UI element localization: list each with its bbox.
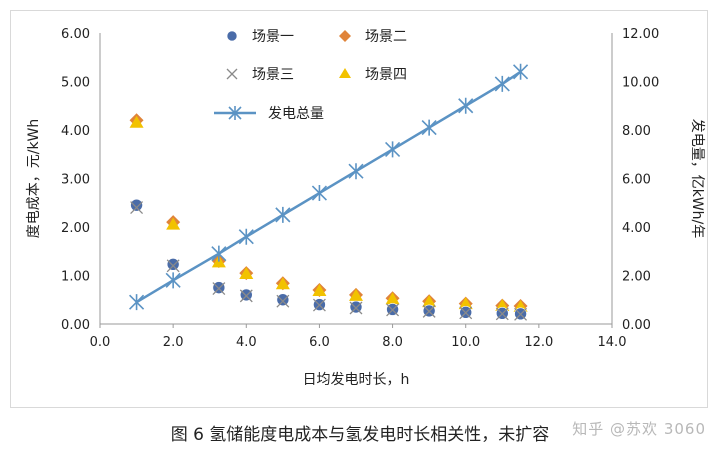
data-point-circle	[212, 281, 226, 294]
data-point-triangle	[349, 288, 363, 301]
data-point-triangle	[495, 299, 510, 312]
legend-marker	[228, 106, 242, 120]
y-tick-label: 4.00	[61, 124, 90, 139]
data-point-star-line	[494, 75, 510, 92]
chart-frame	[10, 10, 708, 408]
x-tick-label: 0.0	[90, 335, 111, 350]
data-point-triangle	[458, 297, 473, 310]
data-point-circle	[276, 293, 290, 307]
data-point-circle	[349, 300, 363, 314]
legend-marker	[339, 30, 351, 42]
y2-axis-title: 发电量，亿kWh/年	[689, 119, 705, 239]
y-tick-label: 5.00	[61, 76, 90, 91]
y-tick-label: 2.00	[61, 221, 90, 236]
x-tick-label: 10.0	[451, 335, 480, 350]
y2-tick-label: 2.00	[622, 270, 651, 285]
data-point-x	[239, 289, 253, 303]
data-point-star-line	[211, 245, 227, 262]
data-point-star-line	[458, 97, 474, 114]
x-tick-label: 4.0	[236, 335, 257, 350]
watermark: 知乎 @苏欢 3060	[572, 420, 706, 438]
y-tick-label: 6.00	[61, 27, 90, 42]
x-tick-label: 2.0	[163, 335, 184, 350]
data-point-x	[349, 301, 363, 315]
legend-label: 场景三	[252, 67, 294, 83]
data-point-triangle	[422, 295, 437, 308]
x-tick-label: 14.0	[598, 335, 627, 350]
data-point-star-line	[165, 272, 181, 289]
data-point-star-line	[513, 63, 529, 80]
data-point-x	[212, 282, 226, 296]
x-tick-label: 8.0	[382, 335, 403, 350]
data-point-star-line	[129, 294, 145, 311]
data-point-star-line	[238, 228, 254, 245]
data-point-star-line	[421, 119, 437, 136]
data-point-x	[386, 303, 400, 317]
x-tick-label: 6.0	[309, 335, 330, 350]
y2-tick-label: 8.00	[622, 124, 651, 139]
figure-caption: 图 6 氢储能度电成本与氢发电时长相关性，未扩容	[170, 425, 550, 445]
y2-tick-label: 10.00	[622, 76, 659, 91]
legend-label: 场景一	[252, 29, 294, 45]
data-point-circle	[130, 198, 143, 212]
data-point-circle	[166, 258, 180, 271]
data-point-x	[166, 259, 180, 273]
legend-label: 发电总量	[268, 106, 324, 122]
y-tick-label: 0.00	[61, 318, 90, 333]
data-point-x	[130, 201, 144, 215]
x-tick-label: 12.0	[524, 335, 553, 350]
legend-marker	[226, 30, 238, 42]
legend-label: 场景二	[365, 29, 407, 45]
data-point-x	[276, 294, 290, 308]
y-axis-title: 度电成本，元/kWh	[26, 119, 42, 239]
series-line-total	[135, 70, 522, 304]
data-point-circle	[239, 288, 253, 302]
data-point-x	[422, 304, 436, 318]
y2-tick-label: 12.00	[622, 27, 659, 42]
data-point-triangle	[239, 267, 254, 280]
data-point-star-line	[311, 185, 327, 202]
y2-tick-label: 4.00	[622, 221, 651, 236]
data-point-star-line	[385, 141, 401, 158]
y2-tick-label: 0.00	[622, 318, 651, 333]
data-point-star-line	[348, 163, 364, 180]
data-point-x	[312, 298, 326, 312]
data-point-triangle	[166, 217, 181, 230]
x-axis-title: 日均发电时长，h	[303, 372, 410, 388]
data-point-triangle	[129, 115, 144, 128]
y-tick-label: 1.00	[61, 270, 90, 285]
data-point-star-line	[275, 206, 291, 223]
legend-marker	[339, 68, 351, 78]
y2-tick-label: 6.00	[622, 173, 651, 188]
legend-marker	[226, 68, 238, 80]
data-point-x	[459, 306, 473, 320]
data-point-triangle	[385, 292, 400, 305]
data-point-triangle	[312, 284, 327, 297]
data-point-x	[495, 307, 509, 321]
y-tick-label: 3.00	[61, 173, 90, 188]
data-point-triangle	[275, 277, 290, 290]
data-point-x	[514, 307, 528, 321]
legend-label: 场景四	[365, 67, 407, 83]
chart: 0.0 2.0 4.0 6.0 8.0 10.0 12.0 14.0 0.00 1.00 2.00 3…	[26, 27, 705, 388]
